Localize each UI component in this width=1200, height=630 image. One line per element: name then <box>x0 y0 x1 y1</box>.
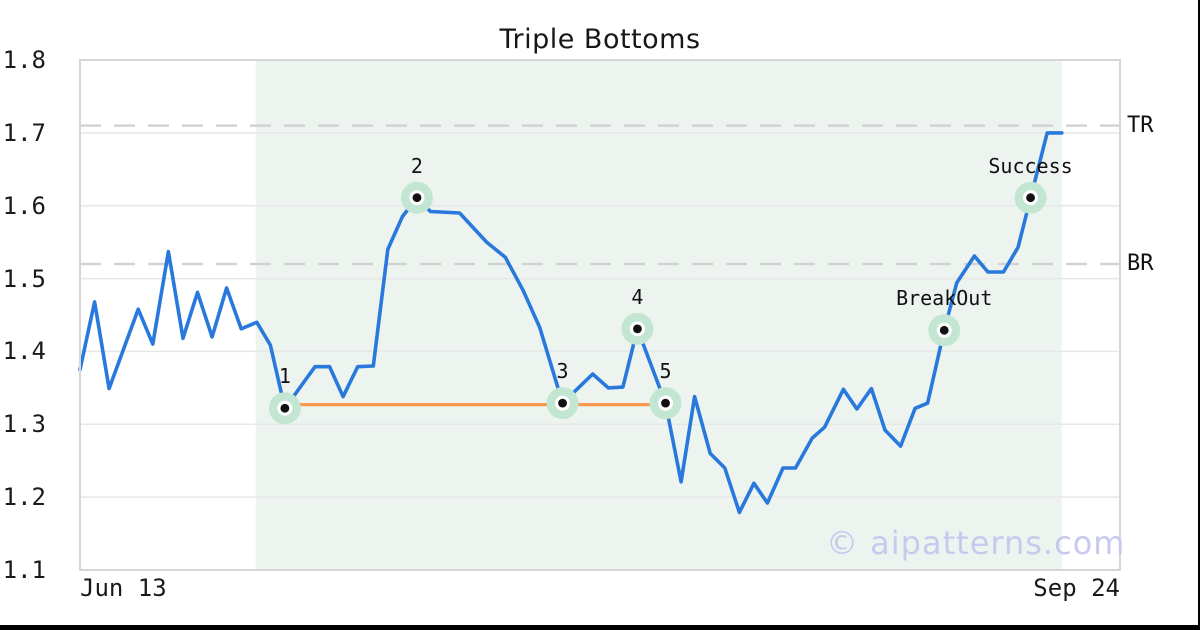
ytick-1.7: 1.7 <box>2 118 46 147</box>
screen-edge-right <box>1198 0 1200 630</box>
ytick-1.2: 1.2 <box>2 483 46 512</box>
xtick-start-date: Jun 13 <box>80 574 167 602</box>
marker-dot-BreakOut <box>939 325 949 335</box>
pattern-region-shade <box>255 60 1062 570</box>
annotation-3: 3 <box>556 359 569 384</box>
annotation-2: 2 <box>410 153 423 178</box>
xtick-end-date: Sep 24 <box>1033 574 1120 602</box>
ytick-1.8: 1.8 <box>2 46 46 74</box>
price-line <box>78 131 1064 515</box>
annotation-breakout: BreakOut <box>896 286 993 311</box>
ytick-1.3: 1.3 <box>2 410 46 439</box>
plot-border <box>79 59 1121 571</box>
breakout-line-label: BR <box>1127 251 1154 276</box>
screen-edge-bottom <box>0 625 1200 630</box>
marker-dot-5 <box>661 398 670 408</box>
marker-dot-4 <box>633 324 642 334</box>
annotation-success: Success <box>988 153 1073 178</box>
target-line-label: TR <box>1127 112 1154 138</box>
marker-dot-Success <box>1026 193 1035 203</box>
annotation-1: 1 <box>278 364 291 389</box>
annotation-5: 5 <box>659 359 672 384</box>
marker-dot-3 <box>558 398 567 408</box>
ytick-1.1: 1.1 <box>2 556 46 584</box>
chart-title: Triple Bottoms <box>499 24 701 55</box>
watermark: © aipatterns.com <box>826 524 1126 562</box>
ytick-1.4: 1.4 <box>2 337 46 366</box>
marker-dot-1 <box>280 403 290 413</box>
marker-dot-2 <box>412 193 422 203</box>
annotation-4: 4 <box>631 284 644 309</box>
ytick-1.6: 1.6 <box>2 191 46 220</box>
ytick-1.5: 1.5 <box>2 264 46 293</box>
